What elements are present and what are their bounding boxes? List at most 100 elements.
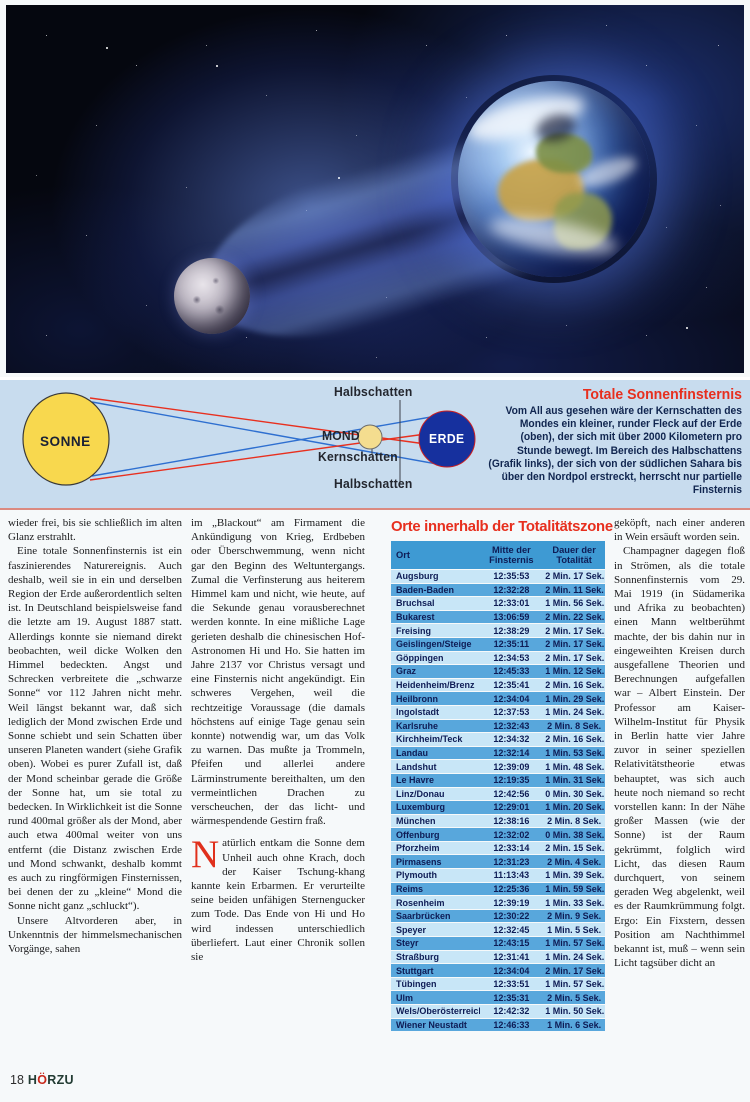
totality-duration-cell: 2 Min. 15 Sek. [545,843,605,854]
table-row: Linz/Donau 12:42:56 0 Min. 30 Sek. [391,787,605,801]
mid-eclipse-time-cell: 12:32:02 [493,829,530,840]
table-row: Göppingen 12:34:53 2 Min. 17 Sek. [391,651,605,665]
totality-duration-cell: 2 Min. 5 Sek. [547,992,602,1003]
totality-duration-cell: 1 Min. 56 Sek. [545,598,605,609]
mid-eclipse-time-cell: 12:35:11 [493,639,530,650]
totality-duration-cell: 2 Min. 8 Sek. [547,720,602,731]
umbra-label: Kernschatten [318,450,398,464]
mid-eclipse-time-cell: 12:19:35 [493,775,530,786]
table-row: Bruchsal 12:33:01 1 Min. 56 Sek. [391,597,605,610]
city-cell: Wels/Oberösterreich [396,1006,480,1017]
city-cell: Karlsruhe [396,720,439,731]
city-cell: Landshut [396,761,437,772]
totality-duration-cell: 1 Min. 39 Sek. [545,870,605,881]
totality-duration-cell: 2 Min. 16 Sek. [545,734,605,745]
totality-duration-cell: 2 Min. 9 Sek. [547,911,602,922]
city-cell: Luxemburg [396,802,446,813]
totality-duration-cell: 2 Min. 4 Sek. [547,856,602,867]
city-cell: Offenburg [396,829,440,840]
table-row: Graz 12:45:33 1 Min. 12 Sek. [391,665,605,678]
city-cell: München [396,815,436,826]
totality-zone-table: Ort Mitte der Finsternis Dauer der Total… [391,540,605,1032]
mid-eclipse-time-cell: 12:37:53 [493,707,530,718]
city-cell: Bruchsal [396,598,435,609]
table-row: Le Havre 12:19:35 1 Min. 31 Sek. [391,773,605,787]
column-header-ort: Ort [391,541,480,569]
mid-eclipse-time-cell: 12:39:09 [493,761,530,772]
table-row: Baden-Baden 12:32:28 2 Min. 11 Sek. [391,583,605,597]
city-cell: Stuttgart [396,965,434,976]
mid-eclipse-time-cell: 12:32:14 [493,748,530,759]
table-row: Wiener Neustadt 12:46:33 1 Min. 6 Sek. [391,1018,605,1032]
penumbra-bottom-label: Halbschatten [334,477,413,491]
mid-eclipse-time-cell: 12:35:31 [493,992,530,1003]
table-row: Reims 12:25:36 1 Min. 59 Sek. [391,882,605,896]
city-cell: Augsburg [396,571,439,582]
city-cell: Pforzheim [396,843,440,854]
city-cell: Linz/Donau [396,788,445,799]
paragraph: Unsere Altvorderen aber, in Unkenntnis d… [8,914,182,956]
totality-duration-cell: 1 Min. 24 Sek. [545,707,605,718]
totality-duration-cell: 1 Min. 59 Sek. [545,883,605,894]
table-row: Rosenheim 12:39:19 1 Min. 33 Sek. [391,896,605,909]
table-row: Straßburg 12:31:41 1 Min. 24 Sek. [391,950,605,964]
callout-body: Vom All aus gesehen wäre der Kernschatte… [488,405,742,497]
table-row: Speyer 12:32:45 1 Min. 5 Sek. [391,923,605,937]
city-cell: Speyer [396,924,427,935]
totality-duration-cell: 2 Min. 17 Sek. [545,639,605,650]
city-cell: Göppingen [396,652,444,663]
mid-eclipse-time-cell: 12:33:14 [493,843,530,854]
totality-duration-cell: 1 Min. 33 Sek. [545,897,605,908]
city-cell: Plymouth [396,870,438,881]
logo-sun-glyph: Ö [37,1073,48,1087]
totality-duration-cell: 1 Min. 50 Sek. [545,1006,605,1017]
table-row: Geislingen/Steige 12:35:11 2 Min. 17 Sek. [391,637,605,651]
mid-eclipse-time-cell: 12:29:01 [493,802,530,813]
table-title: Orte innerhalb der Totalitätszone [391,518,613,535]
mid-eclipse-time-cell: 12:25:36 [493,883,530,894]
mid-eclipse-time-cell: 12:46:33 [493,1019,530,1030]
totality-duration-cell: 1 Min. 57 Sek. [545,979,605,990]
mid-eclipse-time-cell: 12:35:53 [493,571,530,582]
city-cell: Ulm [396,992,414,1003]
city-cell: Graz [396,666,417,677]
table-row: Karlsruhe 12:32:43 2 Min. 8 Sek. [391,719,605,733]
totality-table-column: Orte innerhalb der Totalitätszone Ort Mi… [391,516,613,1070]
table-row: Plymouth 11:13:43 1 Min. 39 Sek. [391,869,605,882]
city-cell: Geislingen/Steige [396,639,472,650]
city-cell: Steyr [396,938,419,949]
mid-eclipse-time-cell: 13:06:59 [493,612,530,623]
paragraph: geköpft, nach einer anderen in Wein ersä… [614,517,745,544]
column-header-mitte: Mitte der Finsternis [479,541,544,569]
mid-eclipse-time-cell: 12:34:04 [493,965,530,976]
callout-title: Totale Sonnenfinsternis [582,387,742,403]
totality-duration-cell: 1 Min. 12 Sek. [545,666,605,677]
city-cell: Freising [396,625,432,636]
totality-duration-cell: 2 Min. 22 Sek. [545,612,605,623]
city-cell: Saarbrücken [396,911,451,922]
mid-eclipse-time-cell: 12:45:33 [493,666,530,677]
mid-eclipse-time-cell: 11:13:43 [493,870,530,881]
table-row: Landshut 12:39:09 1 Min. 48 Sek. [391,760,605,773]
table-row: Ulm 12:35:31 2 Min. 5 Sek. [391,991,605,1004]
totality-duration-cell: 2 Min. 16 Sek. [545,680,605,691]
penumbra-top-label: Halbschatten [334,385,413,399]
city-cell: Tübingen [396,979,437,990]
mid-eclipse-time-cell: 12:32:28 [493,584,530,595]
city-cell: Rosenheim [396,897,445,908]
paragraph: im „Blackout“ am Firmament die Ankündigu… [191,517,365,828]
table-row: Pirmasens 12:31:23 2 Min. 4 Sek. [391,855,605,869]
mid-eclipse-time-cell: 12:34:53 [493,652,530,663]
text-column-2: im „Blackout“ am Firmament die Ankündigu… [191,516,365,1070]
table-row: Augsburg 12:35:53 2 Min. 17 Sek. [391,570,605,583]
totality-duration-cell: 0 Min. 38 Sek. [545,829,605,840]
mid-eclipse-time-cell: 12:32:45 [493,924,530,935]
city-cell: Baden-Baden [396,584,455,595]
earth-label: ERDE [429,432,465,446]
table-row: Landau 12:32:14 1 Min. 53 Sek. [391,746,605,760]
mid-eclipse-time-cell: 12:33:01 [493,598,530,609]
mid-eclipse-time-cell: 12:35:41 [493,680,530,691]
earth-illustration [458,81,650,277]
totality-duration-cell: 1 Min. 57 Sek. [545,938,605,949]
drop-cap: N [191,833,220,877]
